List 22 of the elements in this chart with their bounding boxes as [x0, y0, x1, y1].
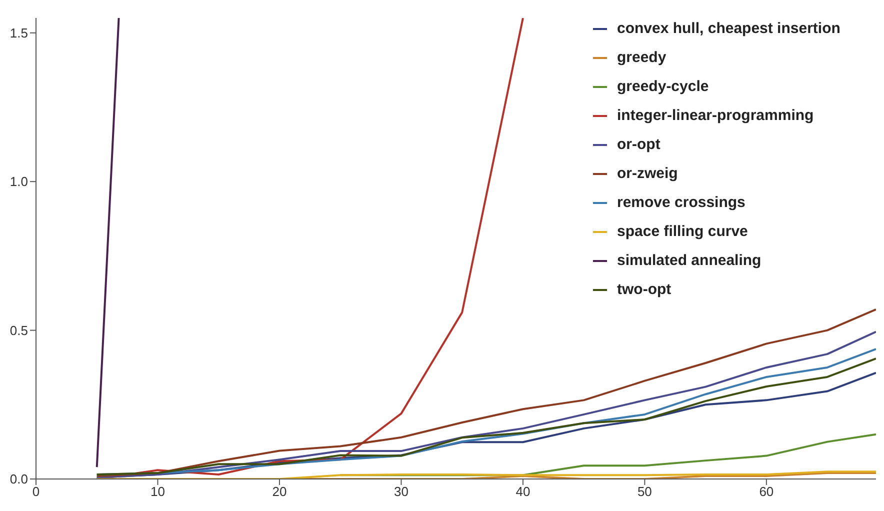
legend-label: greedy-cycle	[617, 77, 709, 97]
legend-label: two-opt	[617, 280, 672, 300]
legend-label: greedy	[617, 48, 666, 68]
legend-label: simulated annealing	[617, 251, 762, 271]
line-series	[96, 470, 876, 479]
legend-label: or-zweig	[617, 164, 678, 184]
x-tick-label: 60	[759, 484, 774, 500]
y-tick-label: 1.5	[10, 25, 28, 40]
legend-label: space filling curve	[617, 222, 748, 242]
x-tick-label: 10	[150, 484, 165, 500]
legend-label: remove crossings	[617, 193, 746, 213]
x-tick-label: 30	[394, 484, 408, 500]
x-tick-label: 50	[637, 484, 652, 500]
y-tick-label: 0.0	[10, 472, 28, 487]
legend-label: convex hull, cheapest insertion	[617, 19, 840, 39]
y-tick-label: 0.5	[10, 322, 28, 338]
x-tick-label: 0	[32, 484, 40, 500]
x-tick-label: 40	[516, 484, 530, 500]
x-tick-label: 20	[272, 484, 287, 500]
legend-label: integer-linear-programming	[617, 106, 814, 126]
legend-label: or-opt	[617, 135, 660, 155]
y-tick-label: 1.0	[10, 174, 28, 190]
